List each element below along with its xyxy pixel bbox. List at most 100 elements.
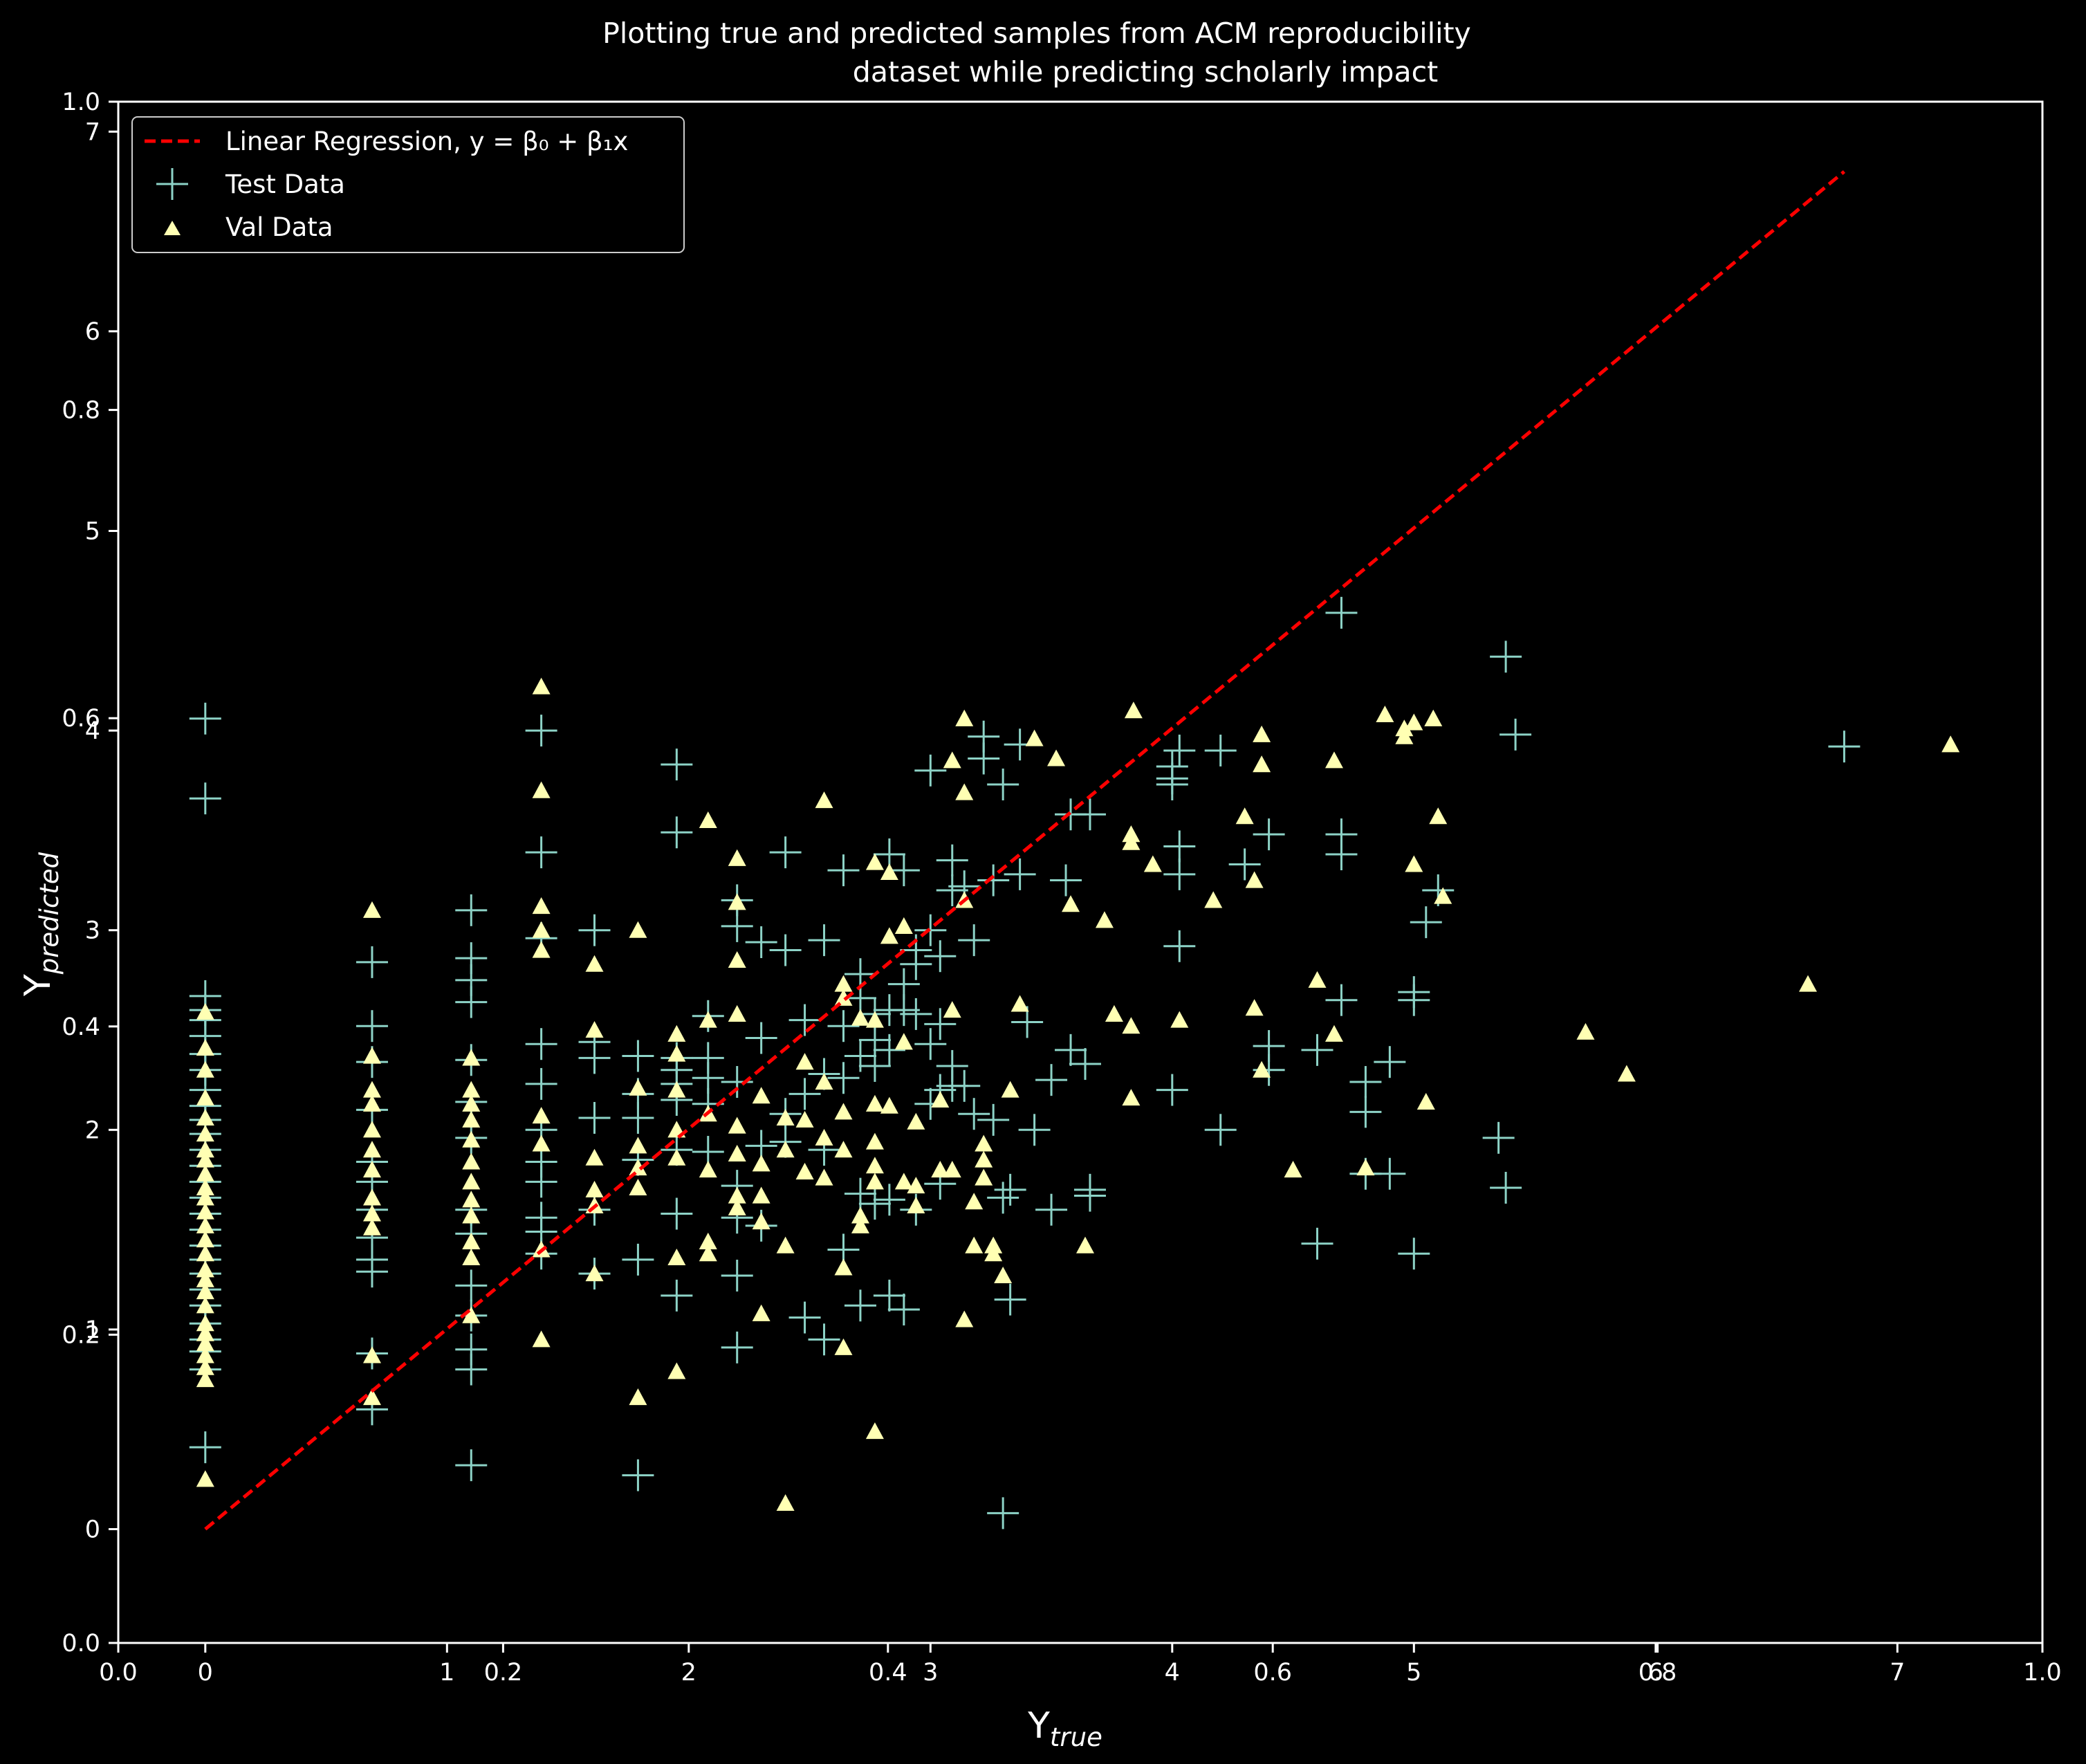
val-point	[728, 849, 746, 866]
val-point	[462, 1152, 481, 1170]
test-point	[661, 748, 693, 781]
test-point	[958, 1098, 990, 1130]
val-point	[362, 901, 381, 918]
val-point	[815, 1073, 833, 1090]
val-point	[776, 1494, 795, 1512]
val-point	[1376, 706, 1394, 723]
data-points	[189, 596, 1960, 1529]
val-point	[834, 1258, 853, 1276]
val-point	[629, 1388, 647, 1406]
val-point	[532, 897, 551, 915]
test-point	[987, 769, 1019, 801]
val-point	[815, 791, 833, 809]
val-point	[728, 1117, 746, 1134]
val-point	[196, 1108, 214, 1126]
val-point	[943, 1001, 961, 1018]
y-tick-label: 2	[85, 1117, 100, 1144]
test-point	[808, 1323, 840, 1356]
test-point	[661, 1279, 693, 1312]
val-point	[1941, 735, 1960, 753]
test-point	[745, 926, 777, 959]
val-point	[1253, 1060, 1271, 1078]
val-point	[462, 1130, 481, 1148]
val-point	[1429, 807, 1448, 825]
test-point	[936, 844, 968, 876]
test-point	[455, 986, 488, 1018]
test-point	[745, 1022, 777, 1054]
val-point	[196, 1150, 214, 1168]
val-point	[865, 1132, 884, 1150]
test-point	[578, 914, 611, 946]
val-point	[1324, 751, 1343, 769]
val-point	[865, 1157, 884, 1174]
test-point	[977, 1103, 1010, 1136]
val-point	[196, 1346, 214, 1363]
val-point	[1124, 701, 1143, 719]
val-point	[362, 1346, 381, 1363]
val-point	[196, 1060, 214, 1078]
y-axis-label-subscript: predicted	[35, 852, 64, 975]
val-point	[1576, 1022, 1595, 1040]
val-point	[955, 709, 974, 726]
val-point	[752, 1304, 770, 1321]
val-point	[196, 1003, 214, 1020]
test-point	[887, 1294, 920, 1326]
val-point	[196, 1164, 214, 1182]
val-point	[907, 1196, 925, 1214]
regression-line	[204, 170, 1846, 1531]
x-tick-label: 0	[198, 1659, 213, 1687]
val-point	[362, 1094, 381, 1112]
x-tick-label: 5	[1406, 1659, 1421, 1687]
val-point	[1405, 713, 1423, 731]
val-point	[585, 955, 604, 972]
val-point	[865, 1173, 884, 1190]
val-point	[532, 677, 551, 695]
val-point	[462, 1206, 481, 1224]
test-point	[1482, 1121, 1515, 1154]
test-point	[1374, 1046, 1406, 1078]
test-point	[622, 1243, 654, 1276]
val-point	[196, 1038, 214, 1056]
test-point	[788, 1301, 821, 1334]
x-overlay-tick-label: 0.2	[484, 1659, 523, 1687]
test-point	[873, 1033, 905, 1066]
val-point	[1047, 749, 1066, 766]
val-point	[629, 1178, 647, 1196]
y-tick-label: 0	[85, 1516, 100, 1543]
y-overlay-tick-label: 0.2	[62, 1321, 100, 1349]
test-point	[1410, 906, 1442, 939]
val-point	[752, 1213, 770, 1230]
val-point	[728, 1198, 746, 1215]
test-point	[1069, 1048, 1101, 1081]
val-point	[196, 1324, 214, 1341]
val-point	[667, 1025, 686, 1042]
val-point	[1356, 1159, 1375, 1176]
y-overlay-tick-label: 0.6	[62, 705, 100, 733]
val-point	[585, 1265, 604, 1282]
test-point	[356, 1010, 388, 1042]
val-point	[865, 1094, 884, 1112]
val-point	[1095, 911, 1114, 928]
test-point	[808, 924, 840, 957]
y-overlay-tick-label: 0.0	[62, 1630, 100, 1657]
val-point	[362, 1204, 381, 1222]
y-axis-label-main: Y	[17, 974, 59, 997]
val-point	[196, 1216, 214, 1233]
y-tick-label: 6	[85, 318, 100, 346]
val-point	[943, 751, 961, 769]
val-point	[834, 1338, 853, 1355]
val-point	[752, 1087, 770, 1104]
test-point	[914, 1028, 947, 1060]
test-point	[1204, 734, 1237, 766]
test-point	[844, 1289, 876, 1322]
y-overlay-tick-label: 1.0	[62, 89, 100, 116]
test-point	[924, 1008, 957, 1040]
test-point	[994, 1173, 1026, 1206]
x-tick-label: 2	[681, 1659, 696, 1687]
val-point	[667, 1249, 686, 1266]
val-point	[815, 1128, 833, 1146]
test-point	[1490, 641, 1522, 673]
val-point	[1245, 871, 1264, 888]
val-point	[1105, 1004, 1123, 1022]
y-overlay-tick-label: 0.8	[62, 397, 100, 425]
